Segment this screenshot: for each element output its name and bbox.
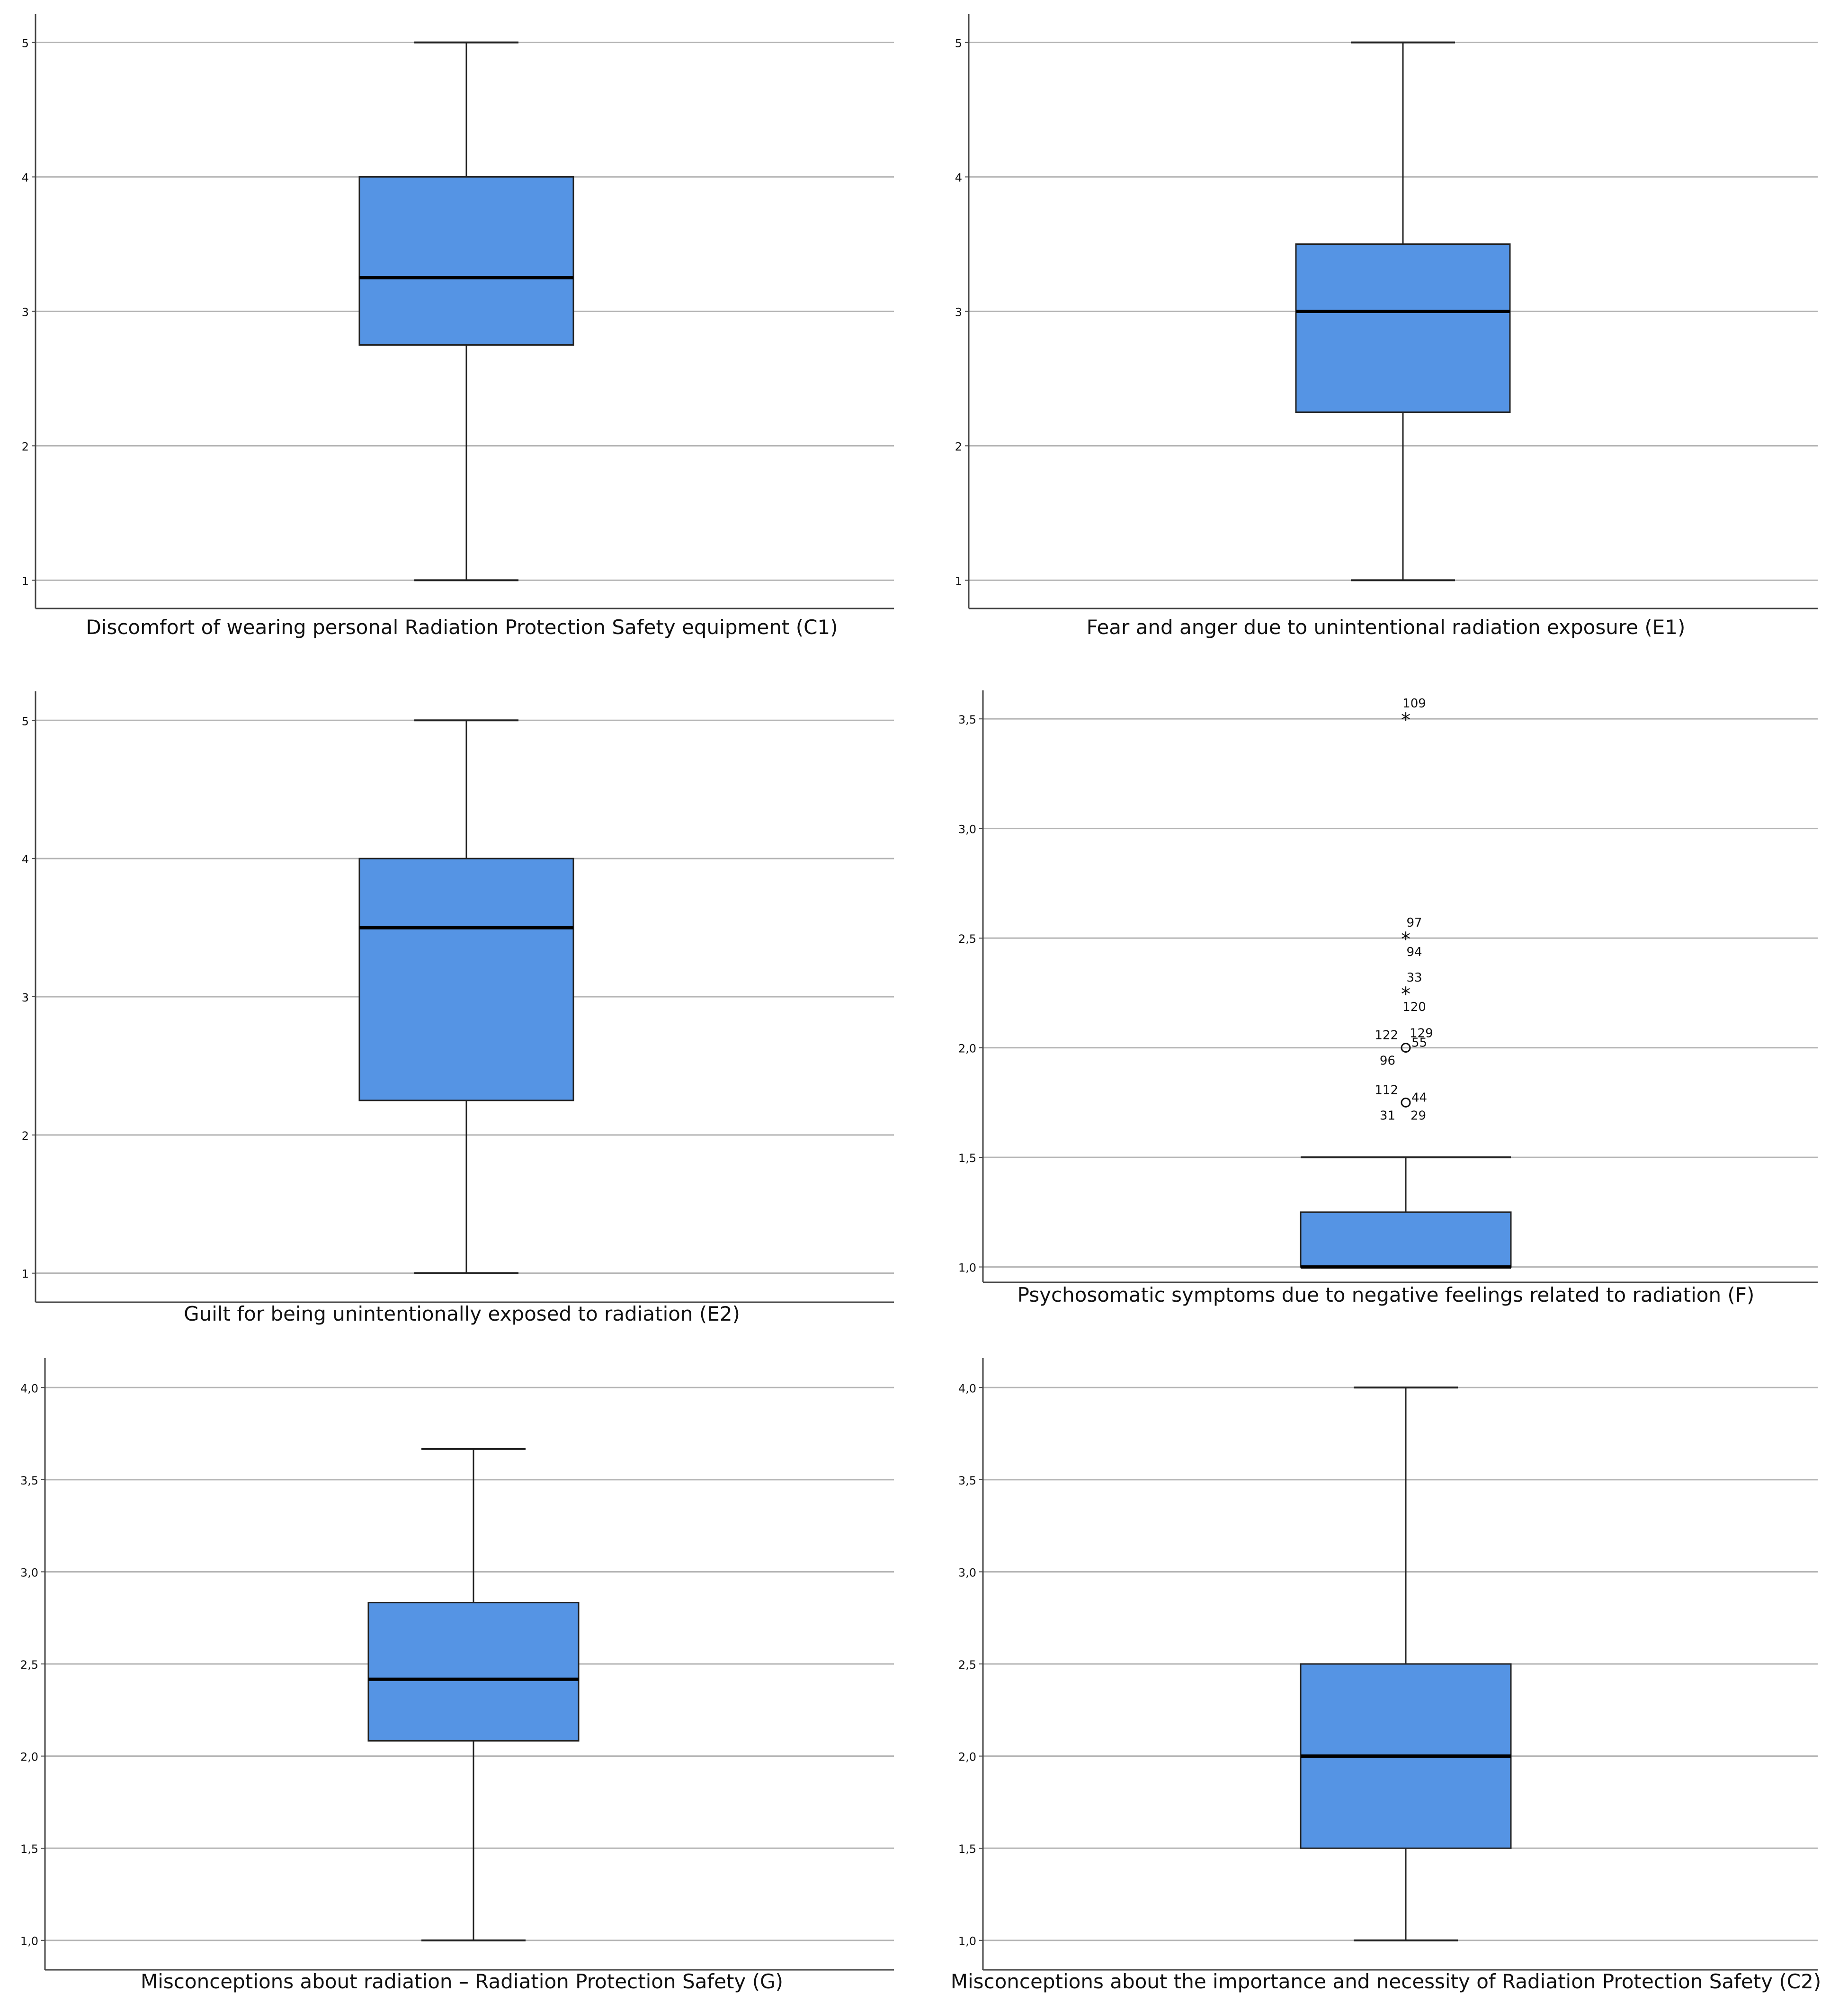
y-tick-label: 2,0: [958, 1751, 976, 1764]
y-tick-label: 2,0: [20, 1751, 38, 1764]
y-tick-label: 3,5: [958, 1474, 976, 1487]
x-axis-label: Misconceptions about the importance and …: [950, 1970, 1821, 1993]
outlier-case-label: 94: [1406, 945, 1422, 959]
extreme-outlier-marker: *: [1401, 984, 1411, 1005]
boxplot-panel-e2: 1 2 3 4 5 Guilt for being unintentionally ex…: [0, 668, 924, 1335]
plot-area: 1,0 1,5 2,0 2,5 3,0 3,5 4,0: [958, 1358, 1818, 1971]
iqr-box: [1300, 1211, 1512, 1268]
outlier-case-label: 129: [1410, 1027, 1433, 1041]
y-tick-label: 4: [955, 171, 962, 185]
outlier-case-label: 29: [1411, 1109, 1426, 1123]
outlier-case-label: 44: [1411, 1091, 1427, 1105]
outlier-case-label: 112: [1375, 1083, 1398, 1097]
y-tick-label: 2: [22, 1129, 29, 1143]
outlier-case-label: 96: [1380, 1054, 1395, 1068]
y-tick-label: 2,5: [20, 1658, 38, 1672]
outlier-marker: [1401, 1043, 1411, 1053]
y-tick-label: 1,5: [958, 1152, 976, 1165]
plot-area: 1 2 3 4 5: [22, 691, 894, 1303]
boxplot-panel-g: 1,0 1,5 2,0 2,5 3,0 3,5 4,0 Misconceptions abo…: [0, 1335, 924, 2003]
boxplot-panel-e1: 1 2 3 4 5 Fear and anger due to unintentiona…: [924, 0, 1848, 668]
y-tick-label: 5: [22, 37, 29, 50]
y-tick-label: 3,0: [958, 823, 976, 836]
y-tick-label: 2: [955, 440, 962, 453]
plot-area: 1 2 3 4 5: [22, 14, 894, 609]
y-tick-label: 1,0: [958, 1261, 976, 1275]
iqr-box: [367, 1601, 580, 1742]
y-tick-label: 1: [22, 574, 29, 588]
x-axis-label: Guilt for being unintentionally exposed …: [184, 1302, 740, 1325]
plot-area: 1 2 3 4 5: [955, 14, 1818, 609]
y-tick-label: 3: [955, 306, 962, 319]
outlier-case-label: 31: [1380, 1109, 1395, 1123]
iqr-box: [1295, 243, 1511, 413]
y-tick-label: 1,5: [20, 1842, 38, 1856]
y-tick-label: 3,0: [20, 1566, 38, 1579]
y-tick-label: 2,0: [958, 1042, 976, 1055]
y-tick-label: 1: [955, 574, 962, 588]
y-tick-label: 1,0: [958, 1935, 976, 1948]
x-axis-label: Psychosomatic symptoms due to negative f…: [1017, 1283, 1755, 1306]
y-tick-label: 3,5: [20, 1474, 38, 1487]
y-tick-label: 5: [22, 715, 29, 728]
y-tick-label: 4: [22, 853, 29, 866]
extreme-outlier-marker: *: [1401, 929, 1411, 950]
y-tick-label: 1: [22, 1268, 29, 1281]
y-tick-label: 3,5: [958, 713, 976, 726]
x-axis-label: Fear and anger due to unintentional radi…: [1086, 616, 1686, 639]
outlier-case-label: 97: [1406, 916, 1422, 930]
boxplot-panel-f: 1,0 1,5 2,0 2,5 3,0 3,5 * 109 * 97 94 * 33 120 129 122 5…: [924, 668, 1848, 1335]
plot-area: 1,01,52,02,53,03,5 *109*9794*331201291225…: [958, 690, 1818, 1283]
outlier-case-label: 122: [1375, 1028, 1398, 1043]
y-tick-label: 4,0: [958, 1382, 976, 1395]
y-tick-label: 2,5: [958, 932, 976, 946]
y-tick-label: 3,0: [958, 1566, 976, 1579]
y-tick-label: 1,5: [958, 1842, 976, 1856]
iqr-box: [358, 176, 574, 346]
extreme-outlier-marker: *: [1401, 709, 1411, 731]
y-tick-label: 1,0: [20, 1935, 38, 1948]
y-tick-label: 4: [22, 171, 29, 185]
boxplot-panel-c1: 1 2 3 4 5 Discomfort of wearing personal Rad…: [0, 0, 924, 668]
y-tick-label: 3: [22, 306, 29, 319]
y-tick-label: 2,5: [958, 1658, 976, 1672]
y-tick-label: 5: [955, 37, 962, 50]
y-tick-label: 3: [22, 991, 29, 1004]
outlier-case-label: 109: [1402, 697, 1426, 711]
plot-area: 1,0 1,5 2,0 2,5 3,0 3,5 4,0: [20, 1358, 894, 1971]
y-tick-label: 2: [22, 440, 29, 453]
boxplot-panel-c2: 1,0 1,5 2,0 2,5 3,0 3,5 4,0 Misconceptions abo…: [924, 1335, 1848, 2003]
y-tick-label: 4,0: [20, 1382, 38, 1395]
x-axis-label: Misconceptions about radiation – Radiati…: [141, 1970, 783, 1993]
x-axis-label: Discomfort of wearing personal Radiation…: [86, 616, 838, 639]
outlier-marker: [1401, 1097, 1411, 1108]
outlier-case-label: 55: [1411, 1036, 1427, 1050]
outlier-case-label: 33: [1406, 971, 1422, 985]
outlier-case-label: 120: [1402, 1000, 1426, 1014]
iqr-box: [358, 858, 574, 1101]
